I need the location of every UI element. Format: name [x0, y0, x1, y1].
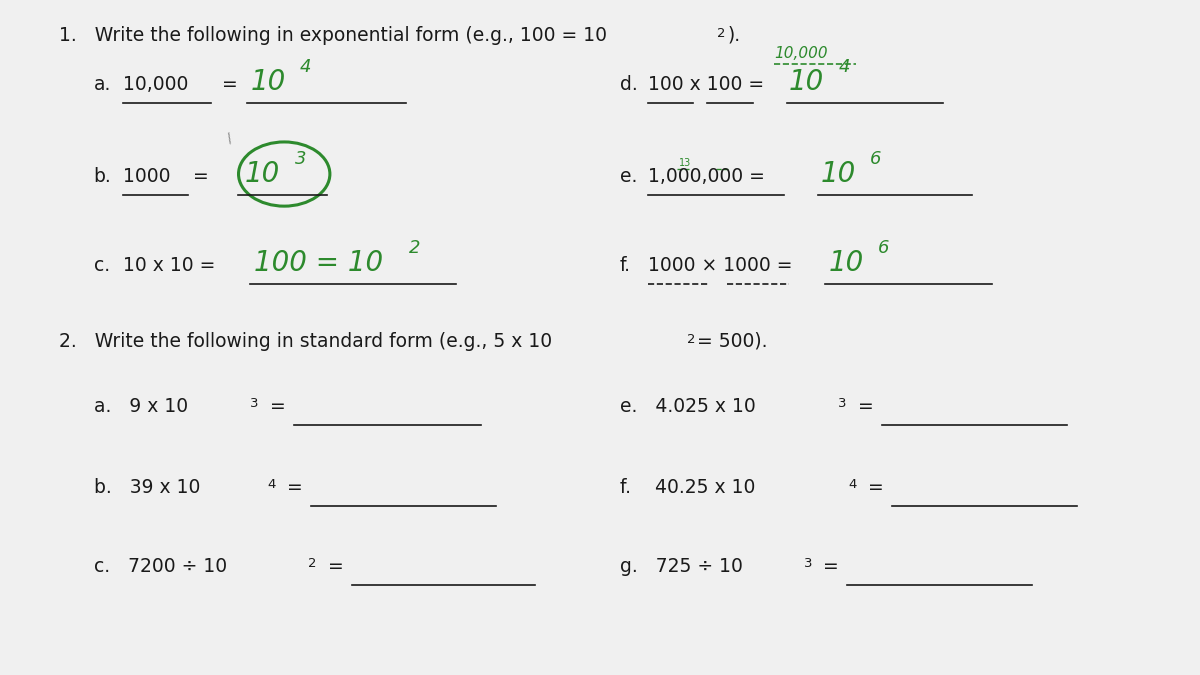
- Text: =: =: [852, 397, 874, 416]
- Text: 2: 2: [308, 557, 317, 570]
- Text: 2.   Write the following in standard form (e.g., 5 x 10: 2. Write the following in standard form …: [59, 332, 552, 351]
- Text: 10: 10: [251, 68, 286, 96]
- Text: a.: a.: [94, 75, 110, 94]
- Text: = 500).: = 500).: [697, 332, 768, 351]
- Text: 10: 10: [828, 249, 864, 277]
- Text: a.   9 x 10: a. 9 x 10: [94, 397, 187, 416]
- Text: 4: 4: [839, 58, 850, 76]
- Text: 10,000: 10,000: [124, 75, 188, 94]
- Text: c.   7200 ÷ 10: c. 7200 ÷ 10: [94, 557, 227, 576]
- Text: c.: c.: [94, 256, 109, 275]
- Text: 1,000,000 =: 1,000,000 =: [648, 167, 770, 186]
- Text: =: =: [817, 557, 839, 576]
- Text: 3: 3: [839, 397, 847, 410]
- Text: d.: d.: [620, 75, 637, 94]
- Text: 4: 4: [848, 478, 857, 491]
- Text: /: /: [224, 131, 235, 145]
- Text: 2: 2: [688, 333, 696, 346]
- Text: =: =: [216, 75, 244, 94]
- Text: =: =: [862, 478, 884, 497]
- Text: 100 x 100 =: 100 x 100 =: [648, 75, 769, 94]
- Text: e.   4.025 x 10: e. 4.025 x 10: [620, 397, 756, 416]
- Text: 6: 6: [878, 239, 889, 257]
- Text: =: =: [193, 167, 209, 186]
- Text: 10 x 10 =: 10 x 10 =: [124, 256, 222, 275]
- Text: 10: 10: [245, 160, 280, 188]
- Text: 1.   Write the following in exponential form (e.g., 100 = 10: 1. Write the following in exponential fo…: [59, 26, 607, 45]
- Text: 10: 10: [821, 160, 856, 188]
- Text: 3: 3: [251, 397, 259, 410]
- Text: =: =: [322, 557, 343, 576]
- Text: f.: f.: [620, 256, 631, 275]
- Text: 13: 13: [679, 158, 691, 168]
- Text: =: =: [264, 397, 286, 416]
- Text: 1000: 1000: [124, 167, 170, 186]
- Text: 1000 × 1000 =: 1000 × 1000 =: [648, 256, 798, 275]
- Text: b.   39 x 10: b. 39 x 10: [94, 478, 200, 497]
- Text: 10,000: 10,000: [774, 47, 828, 61]
- Text: g.   725 ÷ 10: g. 725 ÷ 10: [620, 557, 743, 576]
- Text: 3: 3: [295, 150, 307, 168]
- Text: 6: 6: [870, 150, 882, 168]
- Text: 10: 10: [788, 68, 824, 96]
- Text: 3: 3: [804, 557, 812, 570]
- Text: ).: ).: [727, 26, 740, 45]
- Text: 100 = 10: 100 = 10: [254, 249, 384, 277]
- Text: 4: 4: [300, 58, 312, 76]
- Text: =: =: [281, 478, 302, 497]
- Text: 4: 4: [268, 478, 276, 491]
- Text: b.: b.: [94, 167, 112, 186]
- Text: e.: e.: [620, 167, 637, 186]
- Text: 2: 2: [409, 239, 421, 257]
- Text: 2: 2: [718, 27, 726, 40]
- Text: f.    40.25 x 10: f. 40.25 x 10: [620, 478, 755, 497]
